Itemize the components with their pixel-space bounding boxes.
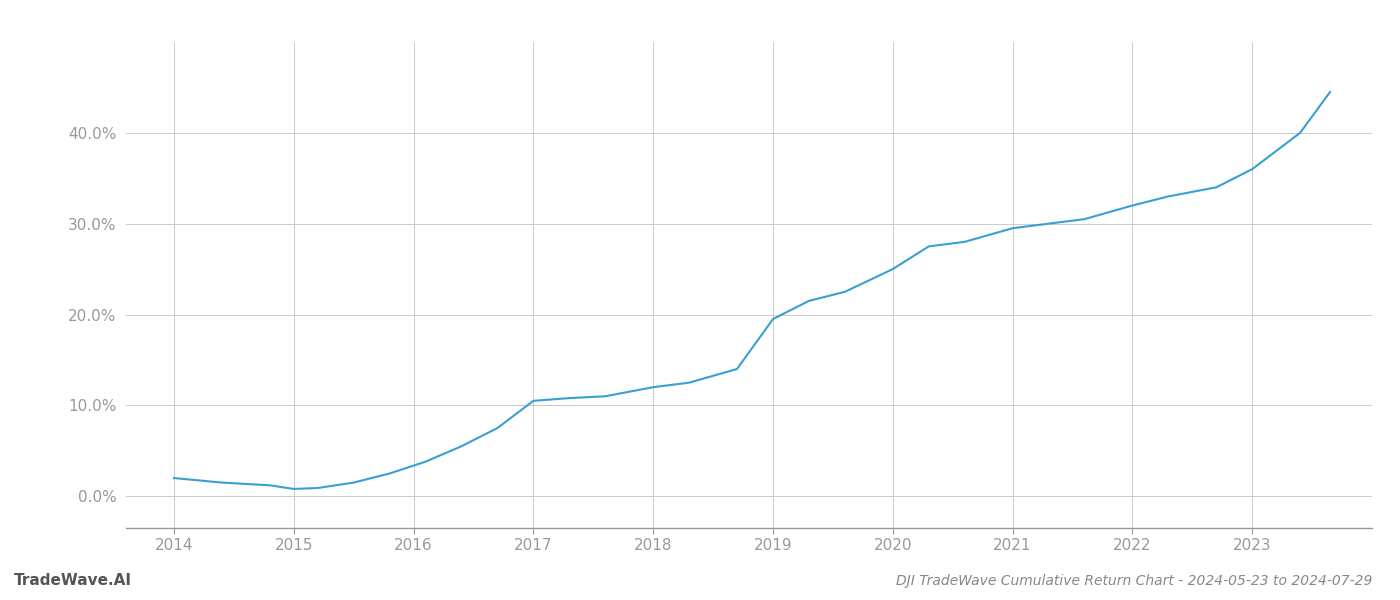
Text: DJI TradeWave Cumulative Return Chart - 2024-05-23 to 2024-07-29: DJI TradeWave Cumulative Return Chart - … xyxy=(896,574,1372,588)
Text: TradeWave.AI: TradeWave.AI xyxy=(14,573,132,588)
